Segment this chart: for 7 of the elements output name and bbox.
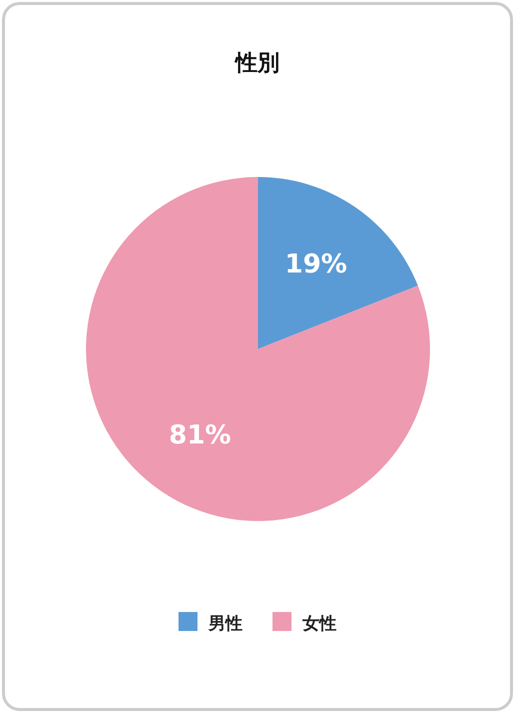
data-label: 19% xyxy=(284,250,348,280)
pie-slice xyxy=(258,177,418,349)
legend-label: 女性 xyxy=(302,614,336,634)
data-label: 81% xyxy=(168,420,232,450)
pie-slice xyxy=(86,177,430,521)
legend-label: 男性 xyxy=(208,614,242,634)
chart-title: 性別 xyxy=(234,51,280,76)
